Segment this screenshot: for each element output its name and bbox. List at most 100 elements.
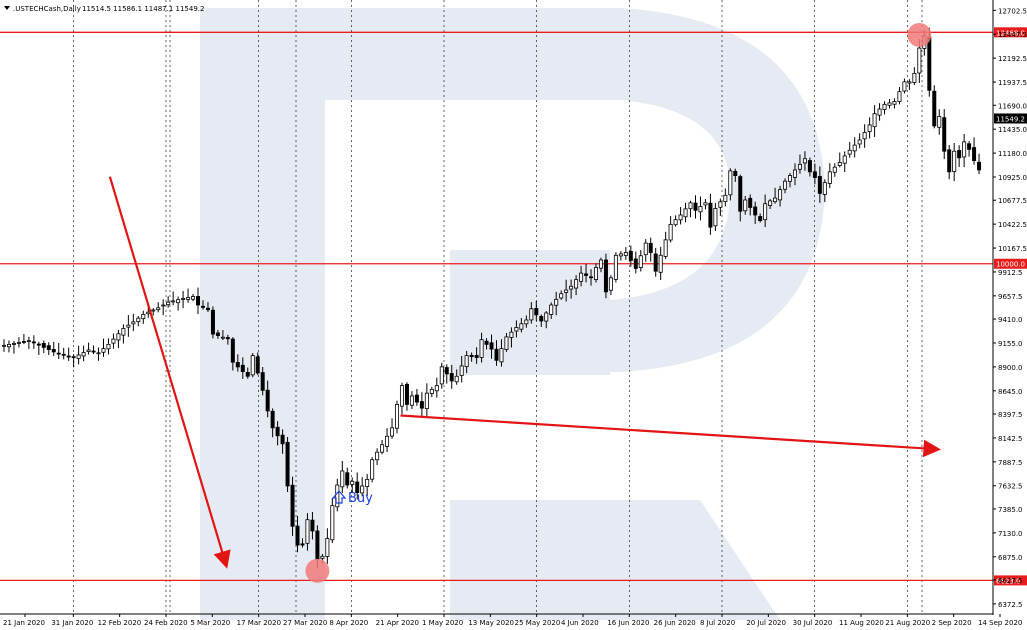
candle-body — [315, 530, 320, 560]
time-tick-label: 8 Jul 2020 — [700, 619, 735, 627]
candle-body — [608, 277, 613, 291]
candle-body — [912, 72, 917, 83]
candle-body — [454, 375, 459, 383]
candle-body — [215, 332, 220, 337]
candle-body — [101, 348, 106, 353]
candle-body — [673, 219, 678, 226]
broker-logo-watermark — [200, 8, 825, 620]
candle-body — [778, 189, 783, 201]
price-tick-label: 11690.0 — [998, 102, 1027, 110]
candle-body — [380, 444, 385, 453]
price-tick-label: 9410.0 — [998, 316, 1023, 324]
time-tick-label: 13 May 2020 — [468, 619, 514, 627]
candle-body — [907, 81, 912, 84]
candle-body — [693, 202, 698, 211]
candle-body — [51, 349, 56, 353]
candle-body — [623, 252, 628, 256]
price-tick-label: 10925.0 — [998, 174, 1027, 182]
time-tick-label: 5 Mar 2020 — [190, 619, 230, 627]
candle-body — [444, 367, 449, 375]
candle-body — [847, 149, 852, 155]
candle-body — [365, 479, 370, 487]
candle-body — [469, 354, 474, 357]
candle-body — [822, 182, 827, 195]
candle-body — [748, 197, 753, 208]
candle-body — [947, 149, 952, 173]
candle-body — [807, 160, 812, 173]
level-price-box — [994, 27, 1027, 38]
candle-body — [937, 116, 942, 128]
price-tick-label: 8397.5 — [998, 411, 1023, 419]
high-marker — [907, 22, 932, 47]
candle-body — [390, 427, 395, 437]
low-marker — [305, 558, 330, 583]
candle-body — [952, 150, 957, 172]
price-tick-label: 10167.5 — [998, 245, 1027, 253]
candle-body — [544, 312, 549, 322]
time-tick-label: 2 Sep 2020 — [932, 619, 972, 627]
time-tick-label: 30 Jul 2020 — [793, 619, 833, 627]
candle-body — [519, 323, 524, 330]
candle-body — [827, 171, 832, 184]
candle-body — [718, 201, 723, 208]
candle-body — [708, 202, 713, 228]
candle-body — [783, 180, 788, 190]
candle-body — [375, 451, 380, 461]
candle-body — [225, 337, 230, 340]
candle-body — [957, 149, 962, 159]
candle-body — [852, 144, 857, 152]
candle-body — [370, 459, 375, 480]
candle-body — [499, 348, 504, 363]
candle-body — [967, 143, 972, 150]
candle-body — [2, 344, 7, 347]
candle-body — [788, 175, 793, 182]
candle-body — [842, 155, 847, 164]
candle-body — [106, 343, 111, 350]
candle-body — [300, 543, 305, 546]
price-tick-label: 10422.5 — [998, 221, 1027, 229]
symbol-dropdown-icon[interactable] — [4, 6, 10, 10]
candle-body — [340, 470, 345, 488]
candle-body — [66, 355, 71, 358]
candle-body — [554, 298, 559, 306]
candle-body — [265, 389, 270, 412]
candle-body — [429, 388, 434, 394]
time-tick-label: 8 Apr 2020 — [329, 619, 368, 627]
candle-body — [350, 480, 355, 485]
candle-body — [887, 102, 892, 106]
candle-body — [618, 253, 623, 257]
price-tick-label: 6627.5 — [998, 577, 1023, 585]
candle-body — [529, 308, 534, 321]
candle-body — [658, 254, 663, 273]
chart-grid — [73, 0, 923, 614]
candle-body — [230, 338, 235, 363]
trend-arrows — [108, 176, 942, 569]
time-tick-label: 4 Jun 2020 — [561, 619, 599, 627]
candle-body — [977, 161, 982, 171]
time-tick-label: 11 Aug 2020 — [839, 619, 884, 627]
candle-body — [683, 208, 688, 218]
candle-body — [26, 340, 31, 343]
candle-body — [797, 163, 802, 170]
candle-body — [111, 338, 116, 344]
chart-header: .USTECHCash,Daily 11514.5 11586.1 11487.… — [4, 5, 204, 13]
buy-label: Buy — [348, 491, 373, 506]
level-price-label: 12468.0 — [996, 29, 1025, 37]
candle-body — [698, 206, 703, 213]
candle-body — [753, 206, 758, 216]
ohlc-values: 11514.5 11586.1 11487.1 11549.2 — [82, 5, 204, 13]
time-tick-label: 12 Feb 2020 — [98, 619, 142, 627]
candle-body — [509, 331, 514, 338]
candle-body — [628, 250, 633, 261]
candle-body — [728, 170, 733, 196]
candle-body — [166, 301, 171, 306]
candle-body — [419, 401, 424, 409]
price-tick-label: 12447.5 — [998, 31, 1027, 39]
price-tick-label: 8645.0 — [998, 388, 1023, 396]
level-price-box — [994, 258, 1027, 269]
buy-annotation: Buy — [331, 490, 373, 506]
candle-body — [255, 356, 260, 374]
candle-body — [71, 356, 76, 359]
candle-body — [320, 555, 325, 559]
candle-body — [245, 372, 250, 377]
